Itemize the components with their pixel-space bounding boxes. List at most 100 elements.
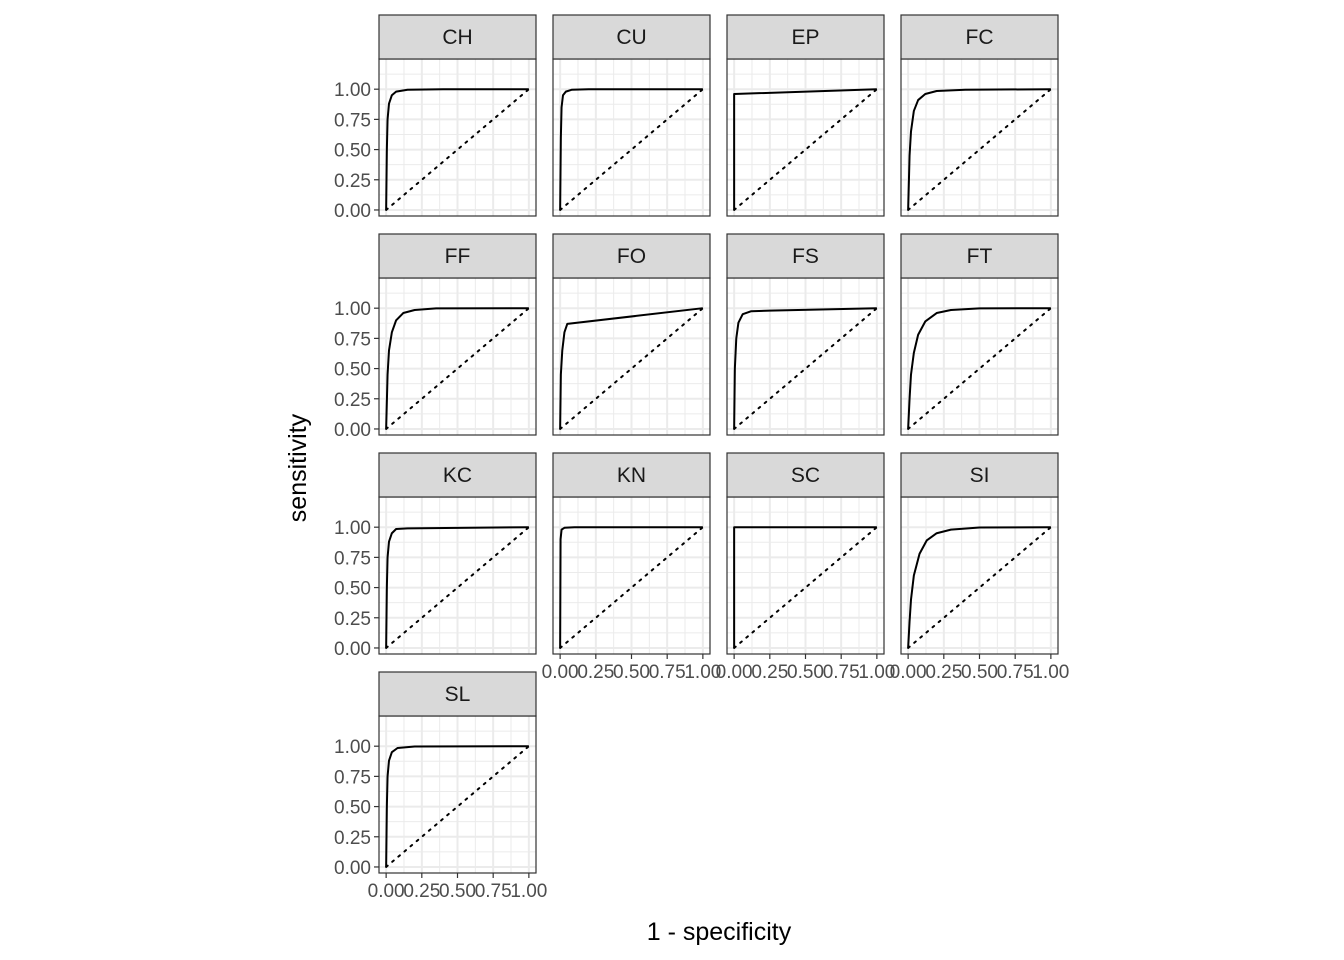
facet-fc: FC xyxy=(900,14,1059,217)
y-tick-label: 0.75 xyxy=(334,548,371,569)
roc-curve xyxy=(907,526,1051,649)
strip-label: FC xyxy=(966,26,994,49)
strip-background xyxy=(900,14,1059,60)
reference-diagonal xyxy=(385,307,530,430)
strip-background xyxy=(552,452,711,498)
x-tick-label: 0.75 xyxy=(823,662,860,683)
strip-background xyxy=(378,14,537,60)
y-tick-label: 0.75 xyxy=(334,767,371,788)
strip-label: EP xyxy=(791,26,819,49)
facet-sc: SC 0.000.250.500.751.00 xyxy=(716,452,895,683)
roc-curve xyxy=(733,307,877,429)
facet-ch: CH 0.00 0.25 0.50 0.75 1.00 xyxy=(334,14,537,222)
strip-background xyxy=(726,452,885,498)
reference-diagonal xyxy=(733,307,878,430)
strip-background xyxy=(900,233,1059,279)
x-tick-label: 0.00 xyxy=(890,662,927,683)
strip-label: SI xyxy=(970,464,990,487)
y-tick-label: 0.25 xyxy=(334,390,371,411)
y-axis-title: sensitivity xyxy=(284,413,312,522)
roc-curve xyxy=(385,88,529,210)
x-tick-label: 0.25 xyxy=(925,662,962,683)
x-tick-label: 0.00 xyxy=(542,662,579,683)
x-tick-label: 0.75 xyxy=(997,662,1034,683)
x-tick-label: 0.50 xyxy=(439,881,476,902)
reference-diagonal xyxy=(733,88,878,211)
reference-diagonal xyxy=(385,88,530,211)
roc-curve xyxy=(559,307,703,429)
x-tick-label: 0.75 xyxy=(649,662,686,683)
strip-label: SC xyxy=(791,464,820,487)
y-tick-label: 1.00 xyxy=(334,737,371,758)
strip-label: SL xyxy=(445,683,471,706)
y-tick-label: 0.25 xyxy=(334,828,371,849)
facet-kc: KC 0.00 0.25 0.50 0.75 1.00 xyxy=(334,452,537,660)
x-tick-label: 0.50 xyxy=(787,662,824,683)
strip-label: KC xyxy=(443,464,472,487)
facet-fs: FS xyxy=(726,233,885,436)
y-tick-label: 1.00 xyxy=(334,518,371,539)
x-tick-label: 0.00 xyxy=(716,662,753,683)
x-tick-label: 1.00 xyxy=(510,881,547,902)
y-tick-label: 0.25 xyxy=(334,609,371,630)
x-tick-label: 0.75 xyxy=(475,881,512,902)
facet-si: SI 0.000.250.500.751.00 xyxy=(890,452,1069,683)
x-tick-label: 0.25 xyxy=(751,662,788,683)
y-tick-label: 0.75 xyxy=(334,329,371,350)
reference-diagonal xyxy=(385,745,530,868)
strip-background xyxy=(726,233,885,279)
reference-diagonal xyxy=(559,526,704,649)
strip-label: FT xyxy=(967,245,993,268)
y-tick-label: 0.50 xyxy=(334,360,371,381)
roc-curve xyxy=(385,526,529,648)
x-tick-label: 0.00 xyxy=(368,881,405,902)
strip-label: FS xyxy=(792,245,819,268)
x-tick-label: 1.00 xyxy=(858,662,895,683)
strip-label: FO xyxy=(617,245,646,268)
roc-curve xyxy=(907,307,1051,430)
roc-curve xyxy=(559,526,703,648)
roc-curve xyxy=(733,526,877,648)
facet-ff: FF 0.00 0.25 0.50 0.75 1.00 xyxy=(334,233,537,441)
facet-sl: SL0.000.250.500.751.000.000.250.500.751.… xyxy=(334,671,547,902)
y-tick-label: 0.50 xyxy=(334,579,371,600)
reference-diagonal xyxy=(907,526,1052,649)
y-tick-label: 0.50 xyxy=(334,141,371,162)
x-tick-label: 0.25 xyxy=(577,662,614,683)
strip-background xyxy=(378,671,537,717)
facet-ft: FT xyxy=(900,233,1059,436)
strip-background xyxy=(552,14,711,60)
x-tick-label: 0.50 xyxy=(613,662,650,683)
y-tick-label: 0.00 xyxy=(334,201,371,222)
y-tick-label: 0.00 xyxy=(334,858,371,879)
y-tick-label: 1.00 xyxy=(334,299,371,320)
reference-diagonal xyxy=(733,526,878,649)
reference-diagonal xyxy=(559,307,704,430)
facet-cu: CU xyxy=(552,14,711,217)
x-axis-title: 1 - specificity xyxy=(647,918,792,946)
reference-diagonal xyxy=(907,88,1052,211)
strip-background xyxy=(378,452,537,498)
strip-label: CU xyxy=(616,26,646,49)
strip-background xyxy=(552,233,711,279)
y-tick-label: 0.75 xyxy=(334,110,371,131)
roc-curve xyxy=(907,88,1051,210)
facet-ep: EP xyxy=(726,14,885,217)
roc-curve xyxy=(733,88,877,210)
y-tick-label: 0.00 xyxy=(334,639,371,660)
y-tick-label: 0.50 xyxy=(334,798,371,819)
y-tick-label: 0.25 xyxy=(334,171,371,192)
y-tick-label: 1.00 xyxy=(334,80,371,101)
x-tick-label: 0.25 xyxy=(403,881,440,902)
strip-background xyxy=(900,452,1059,498)
strip-label: CH xyxy=(442,26,472,49)
x-tick-label: 1.00 xyxy=(1032,662,1069,683)
x-tick-label: 1.00 xyxy=(684,662,721,683)
y-tick-label: 0.00 xyxy=(334,420,371,441)
strip-background xyxy=(726,14,885,60)
roc-curve xyxy=(385,307,529,429)
roc-curve xyxy=(559,88,703,210)
strip-background xyxy=(378,233,537,279)
